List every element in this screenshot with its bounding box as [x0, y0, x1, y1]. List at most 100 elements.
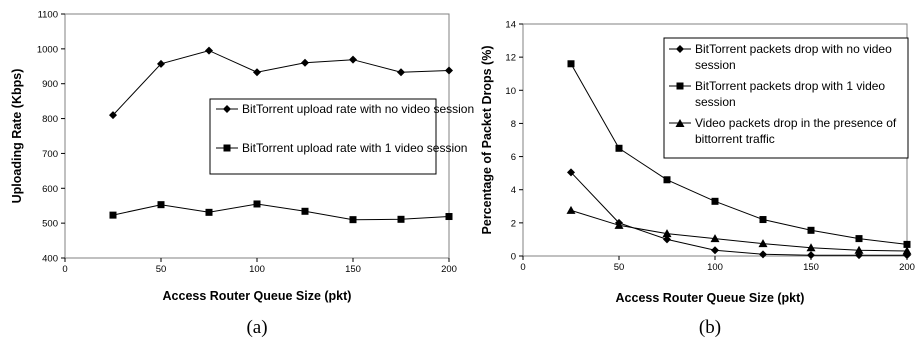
data-point-b-1 — [711, 197, 719, 205]
y-tick-label-a: 1000 — [37, 44, 58, 55]
x-tick-label-b: 200 — [899, 262, 915, 273]
data-point-b-2 — [902, 246, 912, 255]
legend-label-b-0-line2: session — [695, 58, 736, 72]
y-tick-label-a: 700 — [42, 149, 58, 160]
data-point-a-0 — [349, 55, 357, 64]
legend-marker-b-2 — [675, 119, 685, 127]
data-point-a-1 — [445, 213, 453, 221]
x-tick-label-a: 200 — [441, 264, 457, 275]
series-line-a-0 — [112, 50, 450, 116]
legend-label-b-1-line1: BitTorrent packets drop with 1 video — [695, 79, 885, 93]
x-tick-label-b: 50 — [614, 262, 625, 273]
data-point-a-1 — [205, 208, 213, 216]
x-axis-title-b: Access Router Queue Size (pkt) — [616, 291, 805, 305]
y-tick-label-b: 12 — [505, 53, 516, 64]
legend-marker-a-1 — [223, 144, 231, 152]
legend-box-b — [663, 37, 909, 159]
legend-label-b-1: BitTorrent packets drop with 1 video ses… — [695, 79, 888, 109]
legend-marker-b-1 — [676, 82, 684, 90]
data-point-b-2 — [566, 205, 576, 214]
data-point-b-1 — [663, 176, 671, 184]
x-ticks-b: 0 50 100 150 200 — [520, 256, 915, 273]
data-point-b-1 — [759, 216, 767, 224]
data-point-a-0 — [253, 68, 261, 77]
caption-b: (b) — [699, 317, 721, 338]
data-point-b-2 — [710, 234, 720, 243]
series-layer-b — [566, 60, 912, 260]
y-tick-label-a: 500 — [42, 219, 58, 230]
data-point-b-1 — [567, 60, 575, 68]
data-point-a-0 — [205, 46, 213, 55]
y-ticks-a: 400 500 600 700 800 900 1000 1100 — [37, 10, 65, 265]
y-tick-label-a: 800 — [42, 114, 58, 125]
legend-label-a-1-line1: BitTorrent upload rate with 1 video sess… — [242, 141, 467, 155]
legend-label-a-1: BitTorrent upload rate with 1 video sess… — [242, 141, 467, 155]
x-tick-label-b: 0 — [520, 262, 525, 273]
y-tick-label-b: 2 — [511, 218, 516, 229]
data-point-a-0 — [397, 68, 405, 77]
legend-box-a — [209, 98, 437, 175]
series-line-b-1 — [570, 63, 908, 245]
data-point-b-1 — [855, 235, 863, 243]
data-point-b-1 — [903, 240, 911, 248]
y-axis-title-b: Percentage of Packet Drops (%) — [480, 46, 494, 235]
series-layer-a — [109, 46, 453, 224]
y-tick-label-b: 0 — [511, 252, 516, 263]
legend-label-b-0-line1: BitTorrent packets drop with no video — [695, 42, 892, 56]
legend-marker-a-0 — [223, 105, 231, 113]
legend-label-b-0: BitTorrent packets drop with no video se… — [695, 42, 895, 72]
data-point-a-1 — [157, 201, 165, 209]
data-point-a-1 — [349, 216, 357, 224]
legend-label-b-1-line2: session — [695, 95, 736, 109]
y-ticks-b: 0 2 4 6 8 10 12 14 — [505, 20, 523, 263]
x-tick-label-b: 100 — [707, 262, 723, 273]
legend-label-b-2-line2: bittorrent traffic — [695, 132, 775, 146]
data-point-a-0 — [109, 111, 117, 120]
y-tick-label-a: 1100 — [38, 10, 58, 21]
legend-label-a-0: BitTorrent upload rate with no video ses… — [242, 102, 474, 116]
y-tick-label-a: 600 — [42, 184, 58, 195]
data-point-b-0 — [711, 246, 719, 255]
data-point-a-1 — [301, 207, 309, 215]
data-point-b-1 — [807, 226, 815, 234]
chart-b: 0 50 100 150 200 0 2 4 6 8 10 12 14 Access Router Q… — [480, 20, 915, 339]
data-point-b-1 — [615, 144, 623, 152]
data-point-b-0 — [567, 168, 575, 177]
data-point-b-0 — [807, 251, 815, 260]
y-tick-label-a: 400 — [42, 254, 58, 265]
x-axis-title-a: Access Router Queue Size (pkt) — [163, 289, 352, 303]
data-point-b-0 — [663, 235, 671, 244]
data-point-b-2 — [614, 220, 624, 229]
legend-b: BitTorrent packets drop with no video se… — [663, 37, 909, 159]
data-point-a-1 — [109, 211, 117, 219]
chart-a: 0 50 100 150 200 40050060070080090010001100 … — [10, 10, 474, 339]
series-line-b-2 — [570, 209, 908, 252]
data-point-a-0 — [157, 59, 165, 68]
series-line-a-1 — [112, 203, 450, 221]
data-point-b-2 — [662, 229, 672, 238]
x-tick-label-a: 100 — [249, 264, 265, 275]
x-ticks-a: 0 50 100 150 200 — [62, 258, 457, 275]
y-tick-label-b: 6 — [511, 152, 516, 163]
y-tick-label-b: 8 — [511, 119, 516, 130]
y-tick-label-b: 10 — [505, 86, 516, 97]
data-point-a-1 — [253, 200, 261, 208]
data-point-a-0 — [301, 58, 309, 67]
data-point-b-2 — [854, 245, 864, 254]
legend-label-a-0-line1: BitTorrent upload rate with no video ses… — [242, 102, 474, 116]
y-axis-title-a: Uploading Rate (Kbps) — [10, 69, 24, 204]
data-point-a-1 — [397, 215, 405, 223]
legend-a: BitTorrent upload rate with no video ses… — [209, 98, 474, 175]
legend-label-b-2: Video packets drop in the presence of bi… — [695, 116, 900, 146]
x-tick-label-a: 50 — [156, 264, 167, 275]
y-tick-label-b: 14 — [505, 20, 516, 31]
series-line-b-0 — [570, 171, 907, 256]
x-tick-label-a: 150 — [345, 264, 361, 275]
caption-a: (a) — [246, 317, 267, 338]
data-point-a-0 — [445, 66, 453, 75]
data-point-b-0 — [759, 250, 767, 259]
data-point-b-2 — [806, 243, 816, 252]
legend-label-b-2-line1: Video packets drop in the presence of — [695, 116, 897, 130]
y-tick-label-b: 4 — [511, 185, 516, 196]
